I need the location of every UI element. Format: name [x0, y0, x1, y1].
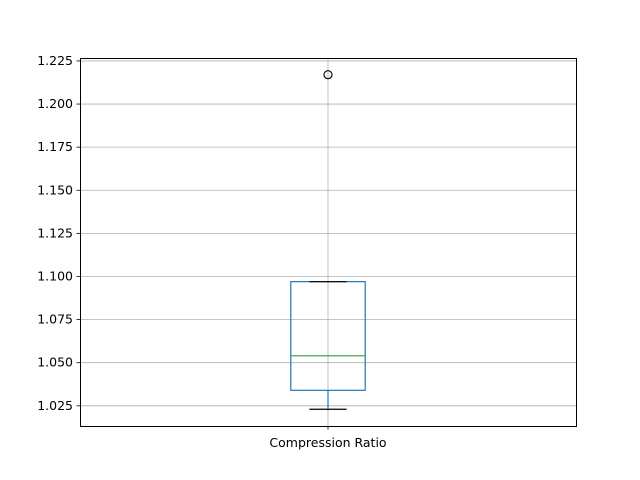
- axes: 1.025 1.050 1.075 1.100 1.125 1.150 1.175 1.200…: [37, 53, 386, 450]
- y-tick-label: 1.225: [37, 53, 73, 68]
- y-tick-label: 1.150: [37, 182, 73, 197]
- grid-lines: [80, 58, 576, 426]
- y-tick-label: 1.200: [37, 96, 73, 111]
- box-plot-marks: [290, 70, 366, 410]
- y-tick-label: 1.050: [37, 355, 73, 370]
- x-tick-label: Compression Ratio: [269, 435, 386, 450]
- y-tick-label: 1.075: [37, 312, 73, 327]
- plot-frame: [80, 58, 577, 427]
- outlier-point: [323, 70, 333, 80]
- y-tick-label: 1.125: [37, 225, 73, 240]
- y-tick-label: 1.175: [37, 139, 73, 154]
- y-tick-label: 1.100: [37, 268, 73, 283]
- y-tick-label: 1.025: [37, 398, 73, 413]
